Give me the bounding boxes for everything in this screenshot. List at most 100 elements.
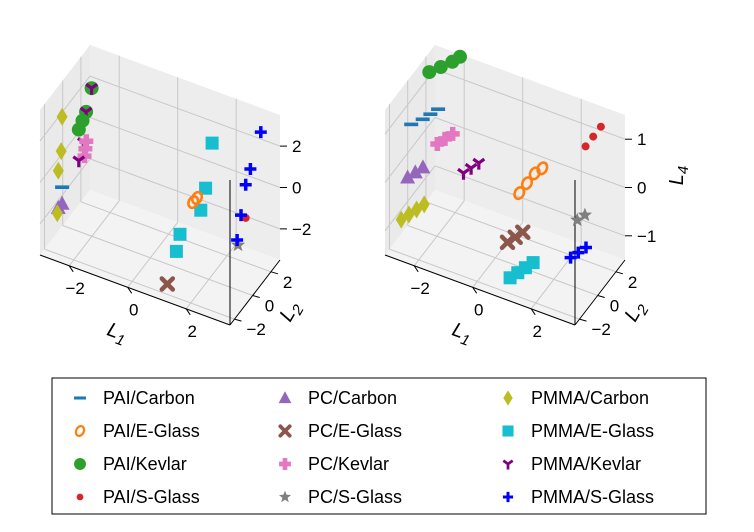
z-tick-label: 0 — [292, 179, 301, 198]
legend-frame — [51, 377, 707, 515]
legend-label: PAI/S-Glass — [103, 487, 200, 507]
legend-label: PC/S-Glass — [308, 487, 402, 507]
point-pc-carbon — [400, 169, 416, 184]
point-pc-carbon — [407, 164, 423, 179]
point-pc-e-glass — [159, 276, 176, 292]
tick-labels: −202 −202−202 — [66, 137, 312, 341]
x-axis-label: L1 — [103, 319, 130, 350]
point-pai-kevlar — [433, 60, 448, 74]
legend-marker-pai-s-glass — [76, 493, 84, 501]
legend-marker-pmma-e-glass — [502, 425, 514, 437]
point-pmma-e-glass — [194, 203, 208, 217]
point-pai-s-glass — [596, 122, 605, 131]
legend-item-pai-kevlar: PAI/Kevlar — [74, 454, 187, 474]
point-pai-kevlar — [422, 65, 437, 80]
legend-marker-pai-carbon — [74, 396, 86, 400]
legend-label: PAI/Carbon — [103, 388, 195, 408]
point-pc-kevlar — [445, 126, 460, 141]
point-pai-e-glass — [513, 186, 526, 201]
tick-labels: −202 −202−101 — [411, 130, 657, 341]
point-pc-s-glass — [570, 212, 585, 227]
legend-marker-pc-carbon — [278, 391, 292, 404]
legend-marker-pc-s-glass — [278, 490, 292, 503]
legend: PAI/Carbon PAI/E-Glass PAI/Kevlar PAI/S-Gla… — [51, 377, 707, 515]
point-pmma-kevlar — [72, 155, 86, 168]
point-pmma-s-glass — [572, 246, 585, 259]
x-tick-label: 0 — [474, 300, 483, 319]
point-pai-s-glass — [581, 142, 590, 151]
point-pai-carbon — [423, 112, 438, 116]
z-tick-label: 0 — [637, 179, 646, 198]
y-tick-label: −2 — [592, 320, 611, 339]
legend-marker-pmma-s-glass — [502, 491, 514, 503]
point-pmma-s-glass — [580, 241, 592, 254]
x-tick-label: −2 — [411, 279, 430, 298]
legend-label: PMMA/S-Glass — [531, 487, 654, 507]
legend-item-pmma-s-glass: PMMA/S-Glass — [502, 487, 654, 507]
point-pmma-kevlar — [457, 167, 470, 180]
floor-pane — [385, 190, 625, 325]
y-tick-label: 0 — [610, 297, 619, 316]
z-tick-label: 2 — [292, 137, 301, 156]
point-pmma-e-glass — [199, 181, 213, 195]
point-pmma-carbon — [52, 161, 64, 180]
point-pai-carbon — [404, 122, 419, 127]
legend-label: PMMA/Kevlar — [531, 454, 641, 474]
x-tick-label: 0 — [129, 300, 138, 319]
x-axis-label: L1 — [448, 319, 475, 350]
data-points — [395, 49, 605, 285]
legend-marker-pai-e-glass — [74, 424, 86, 438]
point-pmma-s-glass — [235, 209, 247, 222]
point-pmma-kevlar — [464, 162, 478, 175]
point-pmma-s-glass — [254, 126, 267, 139]
gridlines — [384, 55, 626, 320]
point-pc-kevlar — [438, 131, 452, 146]
x-tick-label: −2 — [66, 279, 85, 298]
point-pai-carbon — [55, 185, 70, 189]
point-pai-e-glass — [187, 195, 200, 210]
point-pmma-s-glass — [231, 234, 244, 246]
legend-item-pc-e-glass: PC/E-Glass — [278, 421, 402, 441]
z-axis-label: L4 — [666, 166, 692, 185]
legend-label: PC/Kevlar — [308, 454, 389, 474]
legend-item-pc-carbon: PC/Carbon — [278, 388, 397, 408]
legend-item-pai-e-glass: PAI/E-Glass — [74, 421, 200, 441]
legend-label: PC/Carbon — [308, 388, 397, 408]
point-pmma-s-glass — [239, 178, 252, 191]
z-tick-label: −2 — [292, 220, 311, 239]
point-pc-carbon — [415, 159, 431, 174]
legend-marker-pai-kevlar — [74, 458, 86, 470]
point-pai-carbon — [431, 107, 446, 111]
point-pmma-carbon — [395, 210, 407, 229]
point-pmma-e-glass — [205, 136, 219, 150]
legend-item-pmma-e-glass: PMMA/E-Glass — [502, 421, 654, 441]
y-tick-label: 2 — [628, 273, 637, 292]
x-tick-label: 2 — [532, 322, 541, 341]
legend-item-pc-kevlar: PC/Kevlar — [279, 454, 389, 474]
x-tick-label: 2 — [187, 322, 196, 341]
y-tick-label: 2 — [283, 273, 292, 292]
legend-marker-pc-kevlar — [279, 458, 291, 470]
y-tick-label: 0 — [265, 297, 274, 316]
point-pmma-s-glass — [564, 251, 577, 264]
legend-label: PC/E-Glass — [308, 421, 402, 441]
legend-label: PMMA/E-Glass — [531, 421, 654, 441]
legend-item-pai-s-glass: PAI/S-Glass — [76, 487, 200, 507]
y-axis-label: L2 — [620, 297, 653, 327]
legend-label: PAI/E-Glass — [103, 421, 200, 441]
y-axis-label: L2 — [275, 297, 308, 327]
point-pmma-carbon — [51, 204, 63, 223]
legend-item-pmma-kevlar: PMMA/Kevlar — [502, 454, 641, 474]
legend-marker-pc-e-glass — [278, 424, 292, 438]
legend-item-pai-carbon: PAI/Carbon — [74, 388, 195, 408]
point-pmma-kevlar — [472, 157, 486, 170]
point-pmma-kevlar — [85, 82, 99, 95]
point-pai-kevlar — [71, 122, 86, 137]
point-pmma-e-glass — [169, 244, 183, 258]
point-pmma-carbon — [56, 107, 68, 126]
point-pmma-e-glass — [503, 271, 517, 285]
point-pc-kevlar — [430, 137, 445, 151]
legend-item-pc-s-glass: PC/S-Glass — [278, 487, 402, 507]
